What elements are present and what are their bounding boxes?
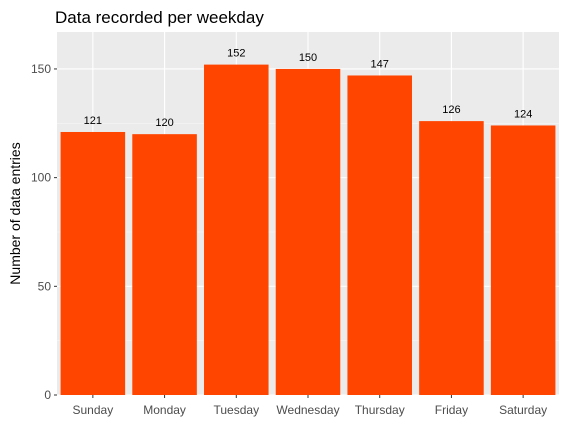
bar-value-label: 150 [299, 52, 317, 64]
bar-sunday [61, 132, 126, 395]
chart-title: Data recorded per weekday [55, 8, 264, 27]
x-tick-label: Saturday [499, 403, 547, 417]
bar-value-label: 124 [514, 108, 532, 120]
bar-wednesday [276, 69, 341, 395]
x-tick-label: Thursday [355, 403, 405, 417]
bar-monday [132, 134, 197, 395]
x-tick-label: Tuesday [213, 403, 259, 417]
bar-value-label: 147 [371, 58, 389, 70]
bar-value-label: 120 [155, 117, 173, 129]
x-tick-label: Friday [435, 403, 468, 417]
y-tick-label: 0 [44, 388, 51, 402]
x-tick-label: Monday [143, 403, 186, 417]
y-axis-title: Number of data entries [7, 142, 23, 284]
y-tick-label: 150 [31, 62, 51, 76]
bar-saturday [491, 125, 556, 395]
bar-value-label: 121 [84, 115, 102, 127]
x-tick-label: Wednesday [276, 403, 339, 417]
bar-friday [419, 121, 484, 395]
y-tick-label: 100 [31, 171, 51, 185]
y-tick-label: 50 [38, 279, 52, 293]
bar-value-label: 152 [227, 48, 245, 60]
bar-value-label: 126 [442, 104, 460, 116]
x-tick-label: Sunday [73, 403, 114, 417]
bar-thursday [347, 75, 412, 395]
bar-tuesday [204, 65, 269, 395]
